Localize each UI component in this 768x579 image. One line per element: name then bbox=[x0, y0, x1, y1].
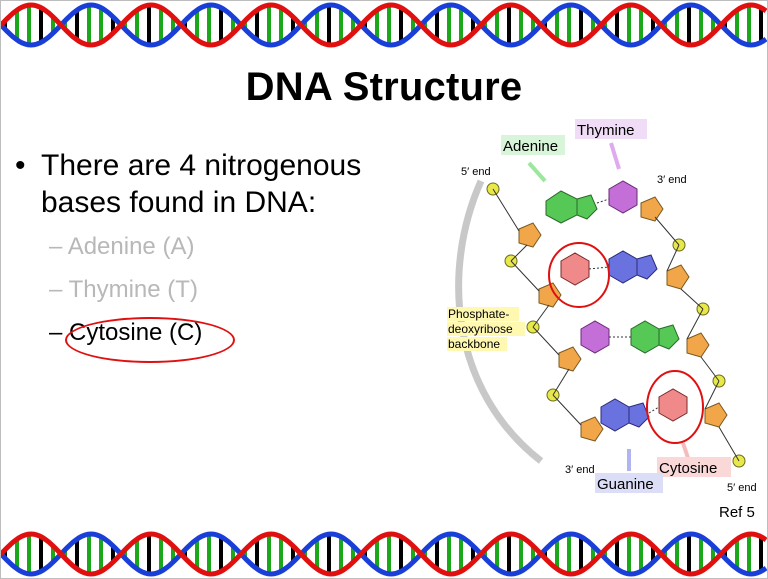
label-thymine: Thymine bbox=[577, 122, 635, 139]
dna-helix-banner-top bbox=[1, 2, 767, 48]
cytosine-base-2 bbox=[658, 388, 688, 422]
guanine-base-2b bbox=[628, 402, 650, 428]
cytosine-highlight-circle-2 bbox=[646, 370, 704, 444]
label-guanine: Guanine bbox=[597, 476, 654, 493]
thymine-arrow-icon bbox=[609, 142, 621, 170]
label-backbone-line2: deoxyribose bbox=[448, 322, 513, 336]
bullet-dot-icon: • bbox=[15, 149, 26, 182]
guanine-base-1 bbox=[608, 250, 638, 284]
sugar-left-4 bbox=[580, 416, 604, 442]
thymine-base-2 bbox=[580, 320, 610, 354]
adenine-base-1b bbox=[576, 194, 598, 220]
guanine-base-1b bbox=[636, 254, 658, 280]
bullet-text: There are 4 nitrogenous bases found in D… bbox=[41, 149, 362, 219]
adenine-base-2b bbox=[658, 324, 680, 350]
thymine-base-1 bbox=[608, 180, 638, 214]
guanine-base-2 bbox=[600, 398, 630, 432]
slide-title: DNA Structure bbox=[245, 65, 523, 109]
label-5-end-bottom: 5′ end bbox=[727, 482, 757, 494]
label-backbone-line3: backbone bbox=[448, 337, 500, 351]
reference-label: Ref 5 bbox=[719, 504, 755, 521]
adenine-base-2 bbox=[630, 320, 660, 354]
cytosine-highlight-oval bbox=[65, 317, 235, 363]
sub-item-thymine-label: Thymine (T) bbox=[68, 276, 198, 303]
cytosine-base-1 bbox=[560, 252, 590, 286]
dna-helix-banner-bottom bbox=[1, 531, 767, 577]
helix-strand bbox=[1, 531, 767, 577]
label-cytosine: Cytosine bbox=[659, 460, 717, 477]
label-backbone-line1: Phosphate- bbox=[448, 307, 509, 321]
label-adenine: Adenine bbox=[503, 138, 558, 155]
adenine-arrow-icon bbox=[527, 161, 547, 183]
label-3-end-top: 3′ end bbox=[657, 174, 687, 186]
dna-structure-figure: Adenine Thymine 5′ end 3′ end Phosphate-… bbox=[447, 119, 757, 494]
sugar-left-1 bbox=[518, 222, 542, 248]
sugar-right-1 bbox=[640, 196, 664, 222]
sub-item-adenine-label: Adenine (A) bbox=[67, 233, 195, 260]
sugar-right-4 bbox=[704, 402, 728, 428]
helix-strand bbox=[1, 2, 767, 48]
helix-strand bbox=[1, 2, 767, 48]
cytosine-highlight-circle-1 bbox=[548, 242, 610, 308]
label-5-end-top: 5′ end bbox=[461, 166, 491, 178]
label-3-end-bottom: 3′ end bbox=[565, 464, 595, 476]
sugar-left-3 bbox=[558, 346, 582, 372]
sugar-right-3 bbox=[686, 332, 710, 358]
adenine-base-1 bbox=[545, 190, 578, 224]
helix-strand bbox=[1, 531, 767, 577]
sub-item-thymine: – Thymine (T) bbox=[49, 276, 198, 303]
sugar-right-2 bbox=[666, 264, 690, 290]
sub-item-adenine: – Adenine (A) bbox=[49, 233, 195, 260]
